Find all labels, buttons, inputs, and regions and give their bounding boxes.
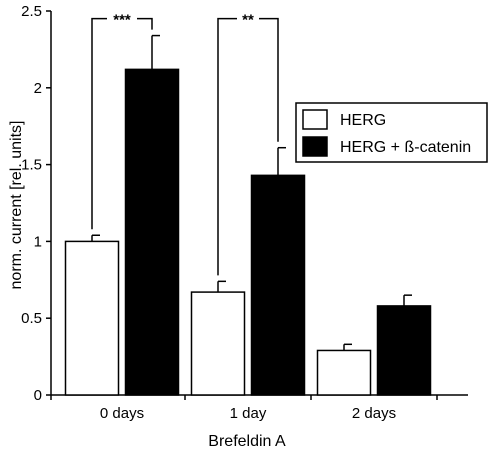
x-axis: 0 days 1 day 2 days xyxy=(50,394,468,422)
y-tick-label: 2.5 xyxy=(21,3,42,20)
bar-herg-1-day xyxy=(190,291,246,396)
legend-label-herg: HERG xyxy=(340,112,386,129)
legend-label-herg-beta-catenin: HERG + ß-catenin xyxy=(340,139,471,156)
bar-herg-beta-catenin-0-days xyxy=(124,68,180,396)
significance-label-bg xyxy=(107,11,137,26)
bar-herg-2-days xyxy=(316,349,372,396)
x-tick-label: 1 day xyxy=(230,405,267,422)
bar-herg-beta-catenin-1-day xyxy=(250,174,306,396)
y-axis-title: norm. current [rel. units] xyxy=(8,121,25,290)
x-tick-label: 2 days xyxy=(352,405,396,422)
bar-herg-beta-catenin-2-days xyxy=(376,305,432,396)
y-tick-label: 1 xyxy=(34,233,42,250)
y-tick-label: 0.5 xyxy=(21,310,42,327)
bar-herg-0-days xyxy=(64,240,120,396)
significance-label: ** xyxy=(242,12,254,29)
legend-swatch-herg-beta-catenin xyxy=(302,136,328,157)
legend: HERG HERG + ß-catenin xyxy=(295,102,488,163)
significance-label-bg xyxy=(237,11,259,26)
legend-frame xyxy=(295,102,488,163)
significance-label: *** xyxy=(113,12,131,29)
y-tick-label: 0 xyxy=(34,387,42,404)
y-tick-label: 2 xyxy=(34,80,42,97)
legend-swatch-herg xyxy=(302,109,328,130)
y-axis: 0 0.5 1 1.5 2 2.5 xyxy=(21,3,52,404)
bars xyxy=(64,34,432,396)
x-tick-label: 0 days xyxy=(100,405,144,422)
significance-brackets: *** ** xyxy=(91,11,279,276)
y-tick-label: 1.5 xyxy=(21,157,42,174)
x-axis-title: Brefeldin A xyxy=(208,433,286,450)
